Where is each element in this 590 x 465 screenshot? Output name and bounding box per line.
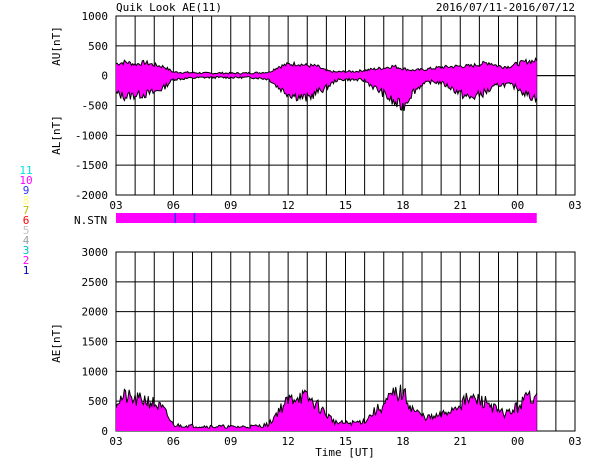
ae-area bbox=[116, 384, 537, 431]
nstn-label: N.STN bbox=[74, 214, 107, 227]
ae-axis-label: AE[nT] bbox=[50, 323, 63, 363]
x-tick-label: 12 bbox=[282, 435, 295, 448]
x-axis-label: Time [UT] bbox=[315, 446, 375, 459]
au-axis-label: AU[nT] bbox=[50, 26, 63, 66]
y-tick-label: 500 bbox=[88, 395, 108, 408]
x-tick-label: 00 bbox=[511, 199, 524, 212]
y-tick-label: 1000 bbox=[82, 365, 109, 378]
x-tick-label: 03 bbox=[568, 435, 581, 448]
x-tick-label: 06 bbox=[167, 199, 180, 212]
station-legend-item: 3 bbox=[23, 244, 30, 257]
x-tick-label: 21 bbox=[454, 435, 467, 448]
ae-series-line bbox=[115, 384, 538, 429]
nstn-panel: N.STN bbox=[74, 213, 537, 227]
x-tick-label: 00 bbox=[511, 435, 524, 448]
station-legend-item: 7 bbox=[23, 204, 30, 217]
y-tick-label: 0 bbox=[101, 425, 108, 438]
station-legend-item: 4 bbox=[23, 234, 30, 247]
nstn-bar bbox=[116, 213, 537, 223]
y-tick-label: -1500 bbox=[75, 159, 108, 172]
x-tick-label: 06 bbox=[167, 435, 180, 448]
date-range: 2016/07/11-2016/07/12 bbox=[436, 1, 575, 14]
station-legend-item: 2 bbox=[23, 254, 30, 267]
y-tick-label: -1000 bbox=[75, 129, 108, 142]
au-al-band bbox=[116, 58, 537, 111]
au-series-line bbox=[115, 57, 538, 75]
x-tick-label: 09 bbox=[224, 199, 237, 212]
x-tick-label: 15 bbox=[339, 435, 352, 448]
station-legend-item: 1 bbox=[23, 264, 30, 277]
y-tick-label: 2500 bbox=[82, 276, 109, 289]
al-series-line bbox=[115, 75, 538, 112]
x-tick-label: 18 bbox=[396, 199, 409, 212]
y-tick-label: 500 bbox=[88, 40, 108, 53]
x-tick-label: 03 bbox=[109, 435, 122, 448]
station-legend-item: 10 bbox=[19, 174, 32, 187]
x-tick-label: 12 bbox=[282, 199, 295, 212]
x-tick-label: 18 bbox=[396, 435, 409, 448]
station-legend-item: 6 bbox=[23, 214, 30, 227]
x-tick-label: 15 bbox=[339, 199, 352, 212]
y-tick-label: 0 bbox=[101, 70, 108, 83]
plot-frame bbox=[115, 15, 576, 196]
y-tick-label: 1500 bbox=[82, 336, 109, 349]
x-tick-label: 03 bbox=[568, 199, 581, 212]
x-tick-label: 21 bbox=[454, 199, 467, 212]
al-axis-label: AL[nT] bbox=[50, 115, 63, 155]
y-tick-label: 2000 bbox=[82, 306, 109, 319]
station-legend-item: 9 bbox=[23, 184, 30, 197]
y-tick-label: -2000 bbox=[75, 189, 108, 202]
x-tick-label: 03 bbox=[109, 199, 122, 212]
x-tick-label: 09 bbox=[224, 435, 237, 448]
station-legend-item: 5 bbox=[23, 224, 30, 237]
station-legend-item: 8 bbox=[23, 194, 30, 207]
station-legend-item: 11 bbox=[19, 164, 32, 177]
y-tick-label: -500 bbox=[82, 100, 109, 113]
y-tick-label: 1000 bbox=[82, 10, 109, 23]
y-tick-label: 3000 bbox=[82, 246, 109, 259]
chart-title: Quik Look AE(11) bbox=[116, 1, 222, 14]
